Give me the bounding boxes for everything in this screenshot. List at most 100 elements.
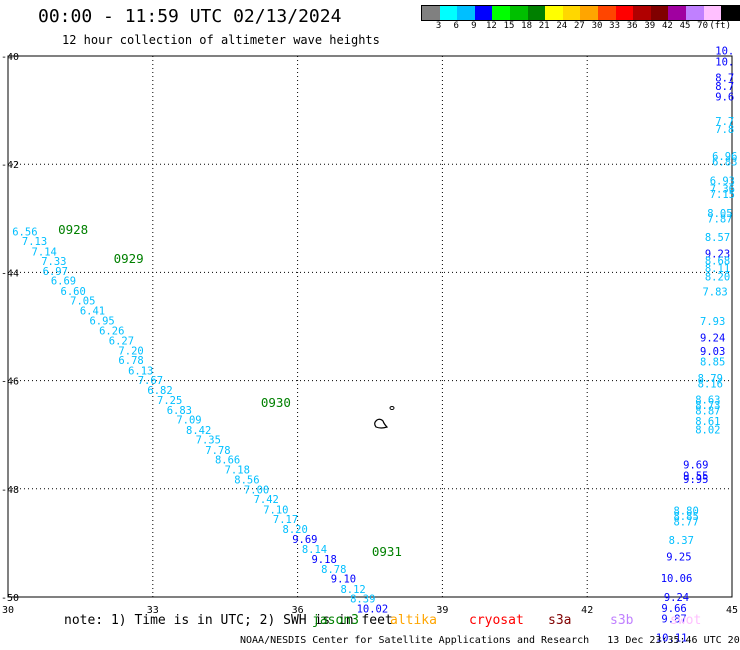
color-swatch (668, 6, 686, 20)
color-swatch (703, 6, 722, 20)
wave-height-value: 8.7 (715, 73, 734, 85)
color-scale-label: 24 (556, 21, 568, 31)
wave-height-value: 8.66 (215, 455, 240, 467)
wave-height-value: 7.05 (70, 296, 95, 308)
color-scale-label: 18 (521, 21, 533, 31)
wave-height-value: 9.69 (292, 534, 317, 546)
wave-height-value: 8.57 (705, 232, 730, 244)
wave-height-value: 7.09 (176, 415, 201, 427)
pass-time-label: 0928 (58, 222, 88, 237)
latitude-tick-label: -40 (1, 52, 19, 63)
wave-height-value: 8.12 (340, 584, 365, 596)
generation-timestamp: 13 Dec 23:35:46 UTC 2024 (607, 635, 740, 646)
color-swatch (422, 6, 440, 20)
wave-height-value: 6.60 (61, 286, 86, 298)
color-scale-label: 36 (626, 21, 638, 31)
wave-height-value: 7.8 (715, 124, 734, 136)
wave-height-value: 7.14 (32, 246, 57, 258)
wave-height-value: 6.93 (710, 175, 735, 187)
wave-height-value: 8.80 (673, 505, 698, 517)
wave-height-value: 7.10 (263, 504, 288, 516)
wave-height-value: 6.56 (12, 226, 37, 238)
satellite-legend-item: s3a (548, 613, 572, 628)
wave-height-value: 7.17 (273, 514, 298, 526)
wave-height-value: 10. (715, 56, 734, 68)
wave-height-value: 7.18 (225, 464, 250, 476)
color-swatch (492, 6, 510, 20)
wave-height-value: 9.24 (664, 592, 689, 604)
wave-height-value: 6.13 (128, 365, 153, 377)
wave-height-value: 8.05 (707, 208, 732, 220)
color-scale-label: 15 (503, 21, 515, 31)
wave-height-value: 10.11 (656, 633, 688, 645)
page-title: 00:00 - 11:59 UTC 02/13/2024 (38, 6, 342, 27)
wave-height-value: 7.25 (157, 395, 182, 407)
wave-height-value: 9.55 (683, 470, 708, 482)
map-frame (7, 55, 733, 598)
wave-height-value: 9.10 (331, 574, 356, 586)
wave-height-value: 8.37 (669, 535, 694, 547)
wave-height-value: 7.78 (205, 445, 230, 457)
latitude-tick-label: -42 (1, 160, 19, 171)
island-outline (374, 418, 389, 429)
color-swatch (597, 6, 616, 20)
color-scale-label: 27 (573, 21, 585, 31)
satellite-legend-item: jason3 (312, 613, 359, 628)
pass-time-label: 0931 (372, 544, 402, 559)
color-scale-label: 21 (538, 21, 550, 31)
wave-height-value: 8.85 (673, 511, 698, 523)
wave-height-value: 8.79 (698, 373, 723, 385)
wave-height-value: 8.56 (234, 475, 259, 487)
wave-height-value: 7.87 (707, 213, 732, 225)
wave-height-value: 8.61 (695, 416, 720, 428)
wave-height-value: 9.23 (705, 248, 730, 260)
color-scale-label: 3 (435, 21, 442, 31)
wave-height-value: 8.73 (695, 400, 720, 412)
credit-line: NOAA/NESDIS Center for Satellite Applica… (240, 635, 740, 646)
wave-height-value: 6.83 (712, 156, 737, 168)
color-scale-bar (421, 5, 740, 21)
wave-height-value: 9.24 (700, 332, 725, 344)
color-swatch (633, 6, 651, 20)
wave-height-value: 8.7 (715, 81, 734, 93)
color-scale-label: 6 (453, 21, 459, 31)
color-swatch (650, 6, 669, 20)
wave-height-value: 8.68 (705, 255, 730, 267)
wave-height-value: 6.96 (712, 151, 737, 163)
wave-height-value: 7.93 (700, 316, 725, 328)
color-scale-label: 33 (609, 21, 621, 31)
wave-height-value: 7.33 (41, 256, 66, 268)
wave-height-value: 9.6 (715, 92, 734, 104)
wave-height-value: 7.36 (710, 184, 735, 196)
color-scale-labels: 3 6 9 12 15 18 21 24 27 30 33 36 39 42 45 70 (ft) (421, 21, 740, 33)
wave-height-value: 9.25 (666, 551, 691, 563)
color-swatch (562, 6, 581, 20)
wave-height-value: 8.02 (695, 424, 720, 436)
wave-height-value: 7.35 (196, 435, 221, 447)
wave-height-value: 9.87 (661, 614, 686, 626)
wave-height-value: 8.85 (700, 357, 725, 369)
color-swatch (615, 6, 634, 20)
wave-height-value: 8.20 (705, 272, 730, 284)
longitude-tick-label: 45 (726, 605, 738, 616)
color-scale-label: 30 (591, 21, 603, 31)
wave-height-value: 7.00 (244, 484, 269, 496)
latitude-tick-label: -48 (1, 485, 19, 496)
wave-height-value: 10.02 (357, 603, 389, 615)
color-swatch (509, 6, 528, 20)
page-subtitle: 12 hour collection of altimeter wave hei… (62, 33, 380, 47)
satellite-legend-item: swot (670, 613, 702, 628)
color-swatch (685, 6, 704, 20)
latitude-tick-label: -46 (1, 377, 19, 388)
credit-text: NOAA/NESDIS Center for Satellite Applica… (240, 635, 590, 646)
longitude-tick-label: 36 (292, 605, 304, 616)
color-swatch (545, 6, 563, 20)
wave-height-value: 8.63 (695, 395, 720, 407)
longitude-tick-label: 33 (147, 605, 159, 616)
pass-time-label: 0930 (261, 395, 291, 410)
wave-height-value: 8.39 (350, 594, 375, 606)
longitude-tick-label: 39 (436, 605, 448, 616)
wave-height-value: 9.95 (683, 474, 708, 486)
satellite-legend-item: cryosat (469, 613, 524, 628)
